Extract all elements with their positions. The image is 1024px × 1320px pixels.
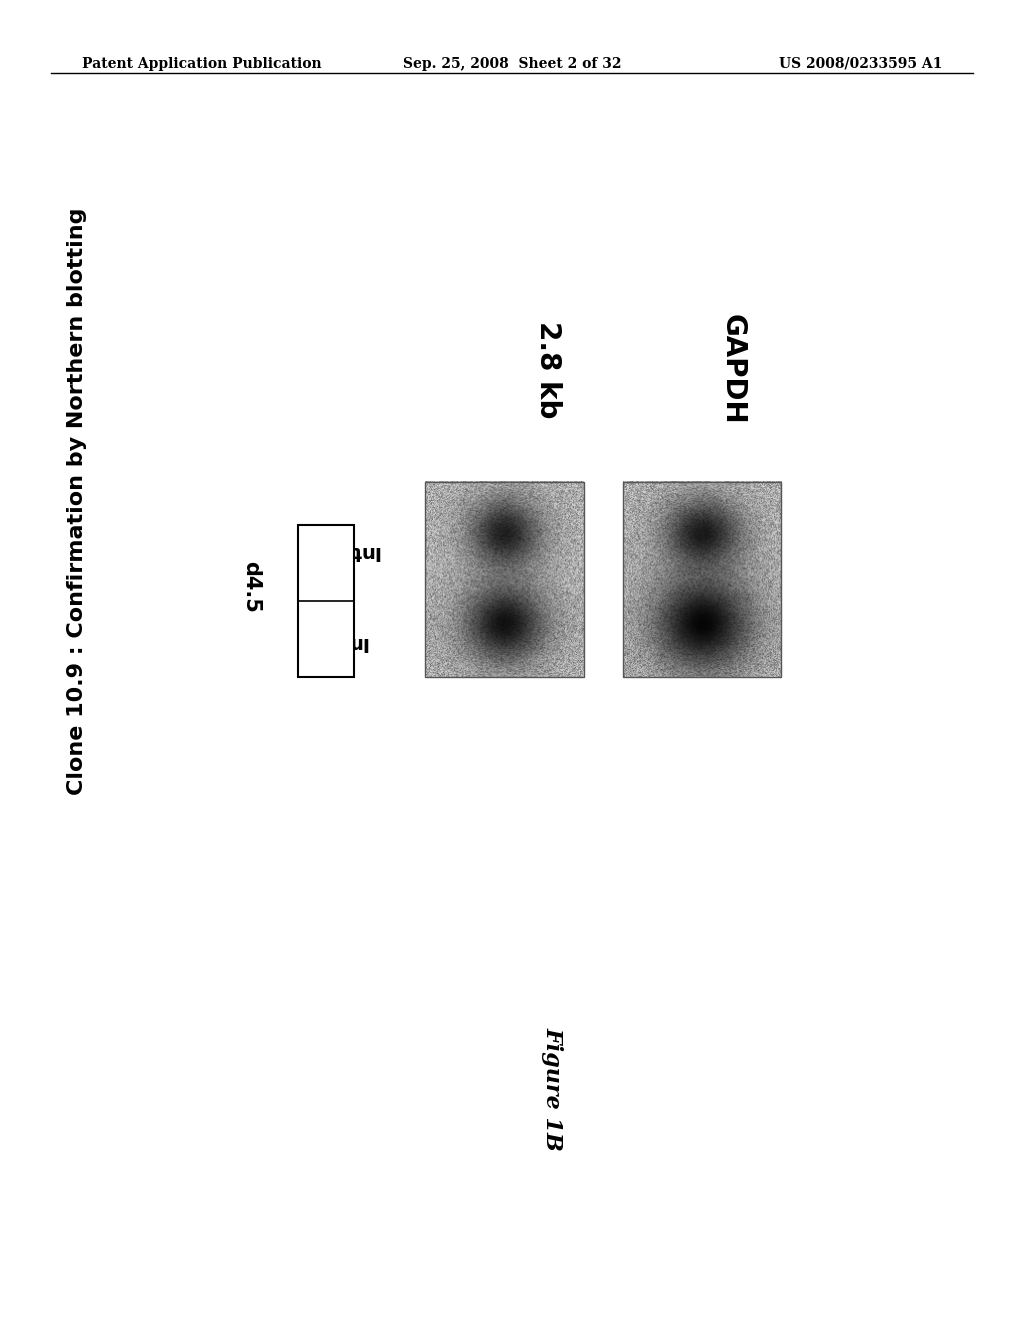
Text: Figure 1B: Figure 1B [542,1027,564,1151]
Bar [298,525,354,677]
Text: Imp: Imp [326,634,367,652]
Text: GAPDH: GAPDH [718,314,746,425]
Text: 2.8 kb: 2.8 kb [534,321,562,418]
Text: Patent Application Publication: Patent Application Publication [82,57,322,71]
Text: US 2008/0233595 A1: US 2008/0233595 A1 [778,57,942,71]
Bar [425,482,584,677]
Text: Inter: Inter [326,543,379,561]
Text: Sep. 25, 2008  Sheet 2 of 32: Sep. 25, 2008 Sheet 2 of 32 [402,57,622,71]
Bar [623,482,781,677]
Text: d4.5: d4.5 [241,561,261,614]
Text: Clone 10.9 : Confirmation by Northern blotting: Clone 10.9 : Confirmation by Northern bl… [67,207,87,796]
